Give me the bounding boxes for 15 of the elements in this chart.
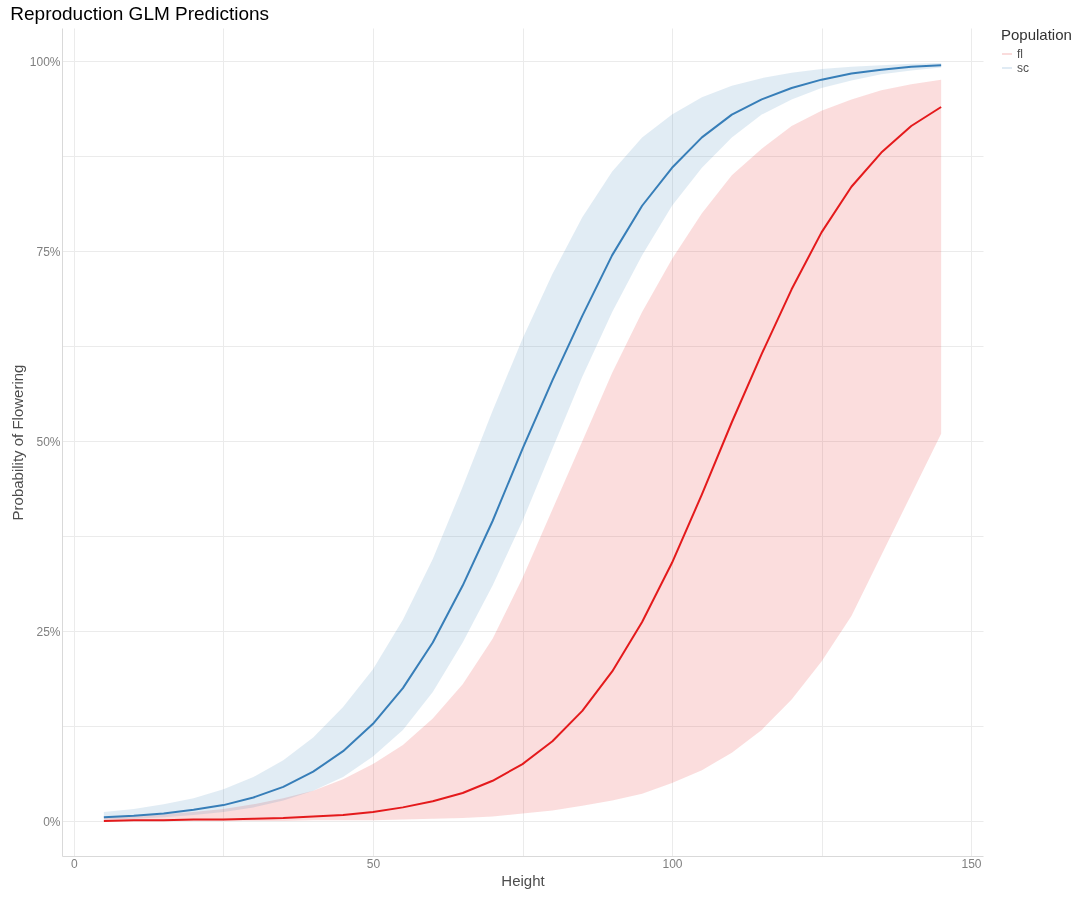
legend-label: fl xyxy=(1017,47,1023,61)
x-tick-label: 100 xyxy=(662,856,683,871)
legend-title: Population xyxy=(1001,26,1072,43)
x-tick-label: 50 xyxy=(366,856,381,871)
legend-label: sc xyxy=(1017,61,1029,75)
y-tick-label: 100% xyxy=(29,54,61,69)
x-tick-label: 0 xyxy=(71,856,79,871)
chart-title: Reproduction GLM Predictions xyxy=(10,3,270,24)
y-tick-label: 25% xyxy=(36,624,61,639)
y-tick-label: 50% xyxy=(36,434,61,449)
y-tick-label: 0% xyxy=(43,814,61,829)
x-tick-label: 150 xyxy=(961,856,982,871)
y-axis-title: Probability of Flowering xyxy=(8,364,26,521)
x-axis-title: Height xyxy=(501,871,546,889)
y-tick-label: 75% xyxy=(36,244,61,259)
